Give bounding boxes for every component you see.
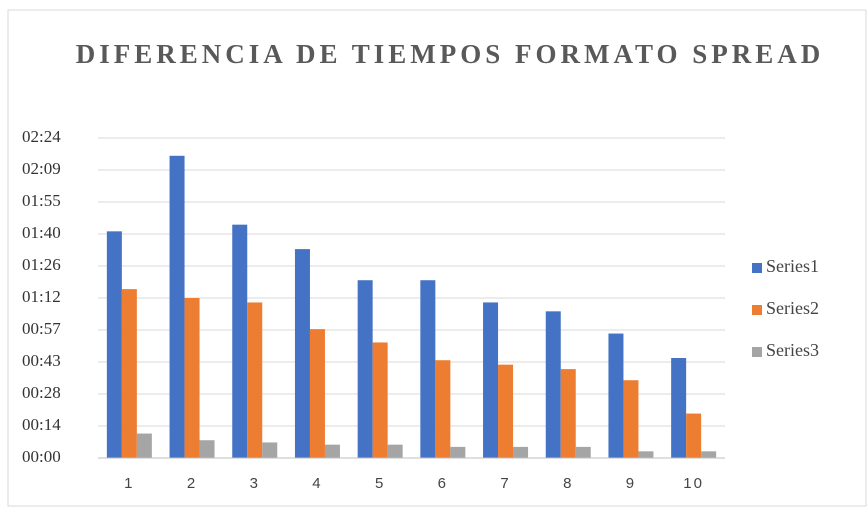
y-tick-label: 00:14 bbox=[22, 415, 61, 434]
y-tick-label: 00:43 bbox=[22, 351, 61, 370]
x-tick-label: 8 bbox=[563, 475, 573, 492]
y-tick-label: 00:00 bbox=[22, 447, 61, 466]
bar bbox=[247, 302, 263, 458]
bar bbox=[623, 380, 639, 458]
chart-border bbox=[7, 9, 867, 507]
bar bbox=[560, 369, 576, 458]
bar bbox=[638, 451, 654, 458]
legend-label: Series2 bbox=[766, 298, 819, 318]
legend-swatch bbox=[752, 263, 762, 273]
bar bbox=[106, 231, 122, 458]
bar bbox=[262, 442, 278, 458]
bar bbox=[294, 249, 310, 458]
bar bbox=[357, 280, 373, 458]
y-tick-label: 00:57 bbox=[22, 319, 61, 338]
y-tick-label: 01:12 bbox=[22, 287, 61, 306]
x-tick-label: 4 bbox=[312, 475, 322, 492]
bar bbox=[420, 280, 436, 458]
bar bbox=[435, 360, 451, 458]
bar bbox=[184, 298, 200, 458]
legend-label: Series3 bbox=[766, 340, 819, 360]
x-tick-label: 6 bbox=[438, 475, 448, 492]
bar bbox=[608, 333, 624, 458]
chart-title: DIFERENCIA DE TIEMPOS FORMATO SPREAD bbox=[75, 39, 825, 69]
legend-swatch bbox=[752, 305, 762, 315]
x-tick-label: 1 bbox=[124, 475, 134, 492]
x-tick-label: 7 bbox=[500, 475, 510, 492]
x-tick-label: 9 bbox=[626, 475, 636, 492]
bar bbox=[545, 311, 561, 458]
y-tick-label: 01:26 bbox=[22, 255, 61, 274]
bar bbox=[309, 329, 325, 458]
y-tick-label: 01:55 bbox=[22, 191, 61, 210]
x-tick-label: 10 bbox=[683, 475, 704, 492]
y-tick-label: 02:24 bbox=[22, 127, 61, 146]
bar bbox=[686, 413, 702, 458]
bar bbox=[199, 440, 215, 458]
bar bbox=[232, 224, 248, 458]
x-tick-label: 3 bbox=[250, 475, 260, 492]
bar bbox=[136, 433, 152, 458]
bar bbox=[513, 446, 529, 458]
bar bbox=[483, 302, 499, 458]
x-tick-label: 2 bbox=[187, 475, 197, 492]
y-tick-label: 01:40 bbox=[22, 223, 61, 242]
bar bbox=[121, 289, 137, 458]
bar bbox=[324, 444, 340, 458]
y-tick-label: 02:09 bbox=[22, 159, 61, 178]
bar bbox=[387, 444, 403, 458]
x-tick-label: 5 bbox=[375, 475, 385, 492]
bar bbox=[372, 342, 388, 458]
legend-label: Series1 bbox=[766, 256, 819, 276]
bar bbox=[575, 446, 591, 458]
y-tick-label: 00:28 bbox=[22, 383, 61, 402]
bar bbox=[671, 358, 687, 458]
bar bbox=[169, 155, 185, 458]
legend-swatch bbox=[752, 347, 762, 357]
bar bbox=[450, 446, 466, 458]
bar bbox=[701, 451, 717, 458]
bar bbox=[498, 364, 514, 458]
